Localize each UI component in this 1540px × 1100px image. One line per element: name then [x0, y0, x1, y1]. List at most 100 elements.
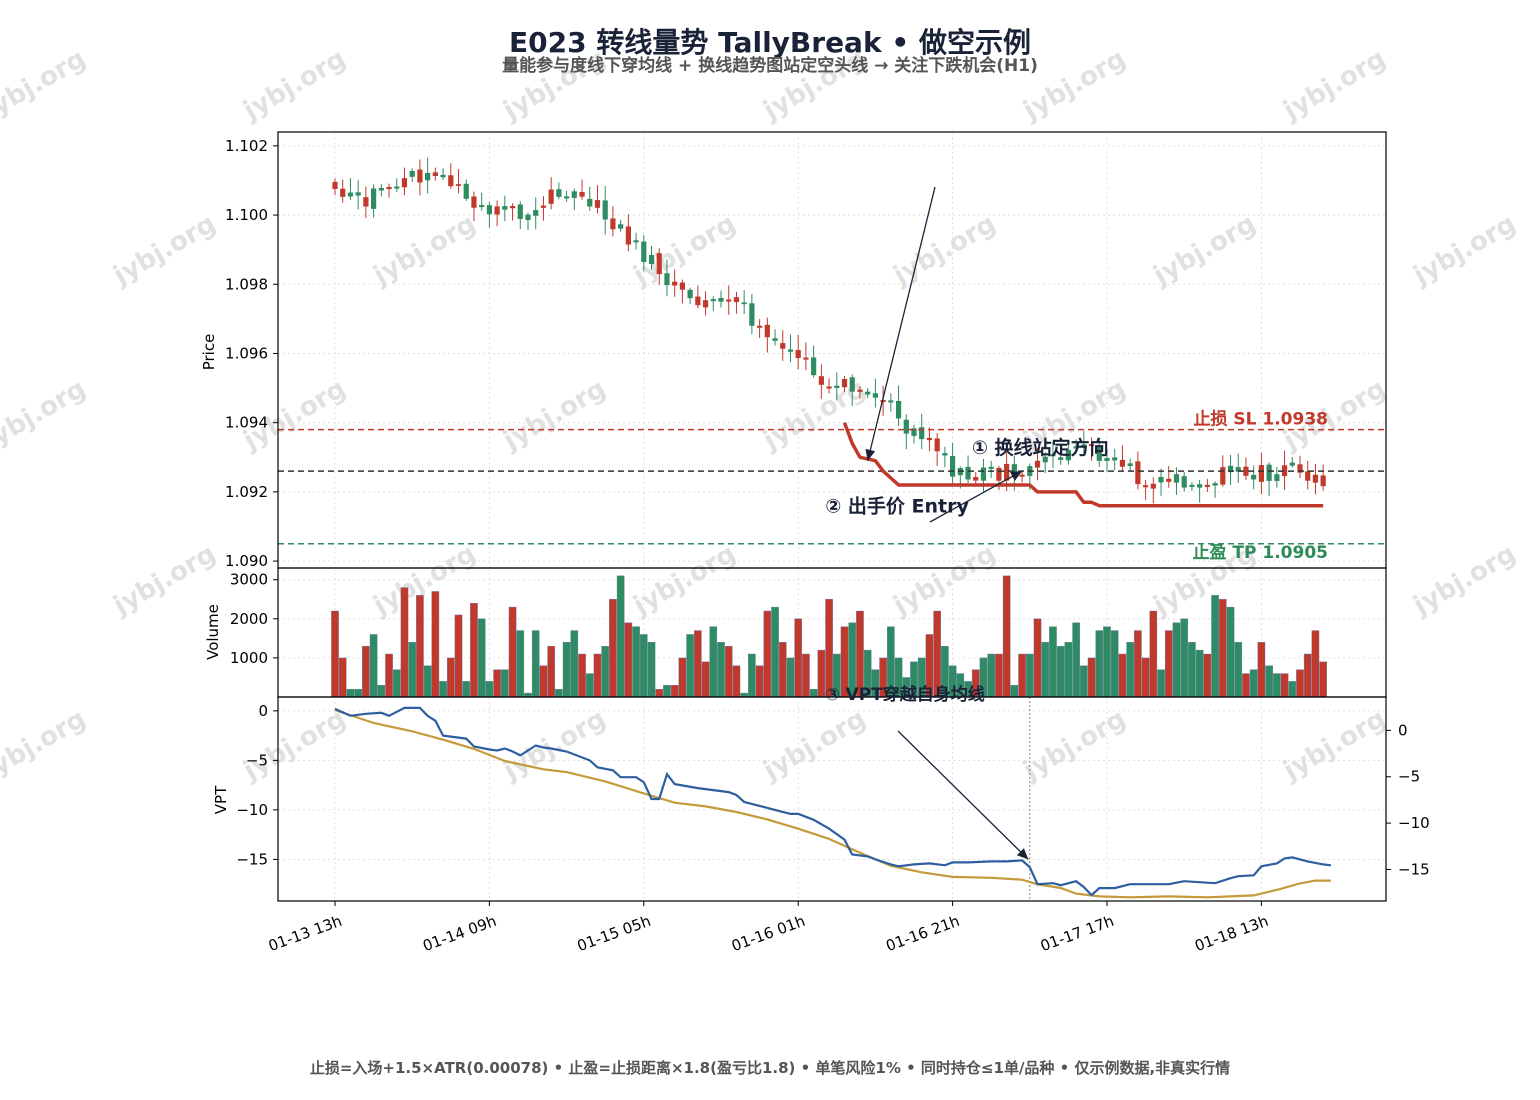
volume-bar: [1280, 673, 1289, 698]
volume-bar: [1025, 653, 1034, 698]
volume-bar: [439, 681, 447, 698]
y-tick-label: 1.096: [225, 344, 268, 362]
volume-bar: [501, 669, 509, 698]
volume-bar: [1172, 622, 1181, 698]
candle-body: [718, 297, 724, 302]
volume-bar: [1195, 649, 1204, 698]
volume-bar: [755, 665, 764, 698]
volume-bar: [1273, 673, 1281, 698]
candle-body: [1158, 477, 1164, 483]
y-tick-label-right: −5: [1398, 768, 1420, 786]
volume-bar: [1033, 618, 1042, 698]
candle-body: [1197, 484, 1203, 488]
volume-bar: [778, 642, 787, 698]
candle-body: [386, 186, 392, 190]
candle-body: [1274, 474, 1280, 481]
candle-body: [355, 192, 361, 196]
volume-bar: [1319, 661, 1327, 698]
candle-body: [1320, 475, 1326, 487]
candle-body: [1119, 459, 1126, 467]
volume-bar: [647, 642, 656, 698]
volume-bar: [423, 665, 432, 698]
volume-bar: [1141, 657, 1150, 698]
candle-body: [1050, 454, 1056, 457]
volume-bar: [400, 587, 409, 698]
price-candles: [332, 157, 1326, 504]
candle-body: [1150, 483, 1156, 489]
volume-bar: [771, 606, 779, 698]
volume-bar: [655, 688, 664, 698]
volume-bar: [1226, 606, 1235, 698]
candle-body: [347, 192, 354, 197]
candle-body: [1143, 485, 1149, 488]
volume-bar: [547, 645, 555, 698]
volume-bar: [794, 618, 802, 698]
y-tick-label: −15: [236, 850, 268, 868]
volume-bar: [1257, 642, 1266, 698]
volume-bar: [1041, 642, 1050, 698]
price-panel: 止损 SL 1.0938 止盈 TP 1.0905 1.090 1.092 1.094…: [200, 131, 1387, 570]
candle-body: [818, 376, 824, 385]
annotation-1-label: ① 换线站定方向: [972, 436, 1109, 459]
candle-body: [556, 189, 562, 197]
candle-body: [463, 183, 469, 199]
candle-body: [1227, 465, 1234, 473]
candle-body: [448, 175, 454, 187]
annotation-2-arrow: [929, 470, 1023, 523]
candle-body: [1135, 461, 1141, 485]
candle-body: [1305, 471, 1311, 481]
candle-body: [911, 428, 917, 436]
annotation-3-label: ③ VPT穿越自身均线: [825, 684, 985, 705]
vpt-panel-frame: [277, 696, 1387, 902]
y-tick-label: 1.092: [225, 483, 268, 501]
candle-body: [571, 191, 577, 198]
volume-bar: [1311, 630, 1320, 698]
candle-body: [540, 205, 547, 208]
candle-body: [1173, 474, 1180, 483]
y-tick-label: 2000: [230, 610, 268, 628]
candle-body: [656, 253, 662, 275]
volume-bar: [1296, 669, 1304, 698]
candle-body: [587, 198, 593, 207]
candle-body: [934, 438, 940, 452]
volume-bar: [539, 665, 548, 698]
candle-body: [401, 178, 408, 188]
y-tick-label: 1.098: [225, 275, 268, 293]
candle-body: [579, 192, 585, 197]
volume-y-axis: 1000 2000 3000: [230, 571, 278, 667]
candle-body: [425, 172, 431, 181]
candle-body: [965, 466, 971, 480]
candle-body: [1104, 457, 1110, 461]
candle-body: [394, 186, 400, 189]
candle-body: [432, 172, 438, 176]
candle-body: [633, 240, 639, 243]
candle-body: [1042, 456, 1048, 463]
volume-bar: [802, 653, 810, 698]
candle-body: [533, 210, 539, 216]
y-tick-label: 1.094: [225, 414, 268, 432]
candle-body: [502, 206, 508, 210]
volume-bar: [1265, 665, 1273, 698]
volume-bar: [732, 665, 741, 698]
volume-bar: [1126, 642, 1134, 698]
volume-bar: [431, 591, 440, 698]
volume-bar: [1203, 653, 1212, 698]
candle-body: [1289, 462, 1295, 466]
candle-body: [865, 391, 871, 395]
volume-bar: [369, 634, 378, 698]
candle-body: [1058, 457, 1064, 460]
candle-body: [888, 400, 894, 403]
volume-bar: [462, 681, 471, 698]
candle-body: [618, 224, 624, 229]
chart-subtitle: 量能参与度线下穿均线 + 换线趋势图站定空头线 → 关注下跌机会(H1): [502, 55, 1038, 76]
candle-body: [1251, 474, 1257, 480]
volume-bar: [593, 653, 602, 698]
volume-bar: [640, 634, 648, 698]
candle-body: [849, 377, 855, 392]
price-ylabel: Price: [200, 334, 218, 371]
candle-body: [378, 187, 384, 191]
volume-bar: [562, 642, 571, 698]
volume-bar: [1110, 630, 1119, 698]
candle-body: [625, 226, 631, 245]
